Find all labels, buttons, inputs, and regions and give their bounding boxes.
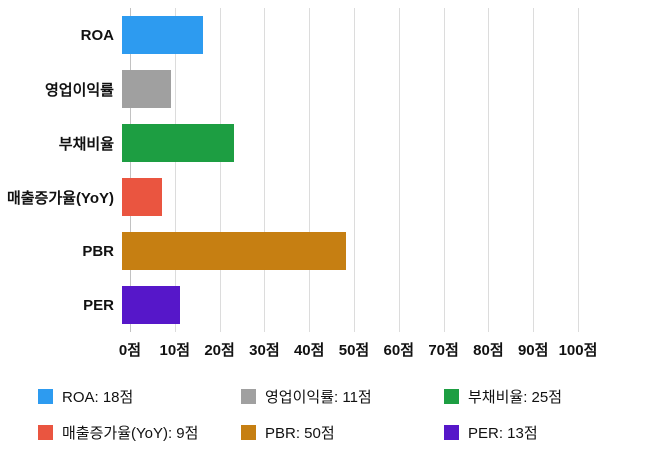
chart-row: 부채비율 — [0, 116, 650, 170]
gridline-70 — [443, 8, 445, 332]
bar-track — [122, 232, 570, 270]
legend-item[interactable]: 영업이익률: 11점 — [241, 386, 444, 407]
x-axis-tick-label: 20점 — [204, 342, 235, 359]
x-axis-tick-label: 50점 — [338, 342, 370, 359]
legend-swatch — [38, 425, 53, 440]
chart-row: PER — [0, 278, 650, 332]
legend-item[interactable]: 부채비율: 25점 — [444, 386, 650, 407]
bar-track — [122, 286, 570, 324]
legend-swatch — [38, 389, 53, 404]
bar-부채비율[interactable] — [122, 124, 234, 162]
bar-PER[interactable] — [122, 286, 181, 324]
legend-label: 부채비율: 25점 — [468, 389, 563, 406]
gridline-0 — [130, 8, 131, 332]
bar-track — [122, 178, 570, 216]
legend-item[interactable]: PBR: 50점 — [241, 422, 444, 443]
legend-swatch — [444, 425, 459, 440]
y-axis-label: 부채비율 — [58, 135, 114, 153]
legend-item[interactable]: 매출증가율(YoY): 9점 — [38, 422, 241, 443]
legend-swatch — [241, 425, 256, 440]
bar-영업이익률[interactable] — [122, 70, 172, 108]
y-axis-label: 영업이익률 — [44, 81, 114, 99]
x-axis-tick-label: 0점 — [118, 342, 142, 359]
gridline-60 — [398, 8, 400, 332]
bar-track — [122, 16, 570, 54]
x-axis-tick-label: 90점 — [517, 342, 549, 359]
legend-item[interactable]: ROA: 18점 — [38, 386, 241, 407]
x-axis-tick-label: 60점 — [383, 342, 415, 359]
y-axis-label: PER — [83, 296, 114, 314]
bar-매출증가율(YoY)[interactable] — [122, 178, 163, 216]
x-axis-tick-label: 30점 — [249, 342, 280, 359]
bar-track — [122, 124, 570, 162]
y-axis-label: ROA — [80, 26, 114, 44]
gridline-100 — [578, 8, 579, 332]
legend-swatch — [444, 389, 459, 404]
gridline-30 — [264, 8, 266, 332]
legend-label: PBR: 50점 — [265, 425, 335, 442]
gridline-40 — [309, 8, 311, 332]
gridline-90 — [533, 8, 535, 332]
gridline-20 — [219, 8, 221, 332]
x-axis-tick-label: 100점 — [558, 342, 598, 359]
gridline-50 — [354, 8, 355, 332]
gridline-layer — [130, 8, 579, 332]
legend-label: 매출증가율(YoY): 9점 — [62, 425, 199, 442]
legend-item[interactable]: PER: 13점 — [444, 422, 650, 443]
bar-track — [122, 70, 570, 108]
legend-label: ROA: 18점 — [62, 389, 134, 406]
chart-row: 영업이익률 — [0, 62, 650, 116]
chart-row: ROA — [0, 8, 650, 62]
x-axis: 0점 10점 20점 30점 40점 50점 60점 70점 80점 90점 100점 — [119, 332, 597, 360]
x-axis-tick-label: 80점 — [473, 342, 504, 359]
gridline-10 — [174, 8, 176, 332]
bar-PBR[interactable] — [122, 232, 346, 270]
y-axis-label: 매출증가율(YoY) — [6, 189, 114, 207]
x-axis-tick-label: 40점 — [293, 342, 325, 359]
legend-label: 영업이익률: 11점 — [265, 389, 372, 406]
x-axis-tick-label: 70점 — [428, 342, 459, 359]
bar-ROA[interactable] — [122, 16, 203, 54]
gridline-80 — [488, 8, 490, 332]
chart-row: 매출증가율(YoY) — [0, 170, 650, 224]
chart-row: PBR — [0, 224, 650, 278]
y-axis-label: PBR — [82, 242, 114, 260]
legend-swatch — [241, 389, 256, 404]
x-axis-tick-label: 10점 — [159, 342, 191, 359]
legend-label: PER: 13점 — [468, 425, 538, 442]
